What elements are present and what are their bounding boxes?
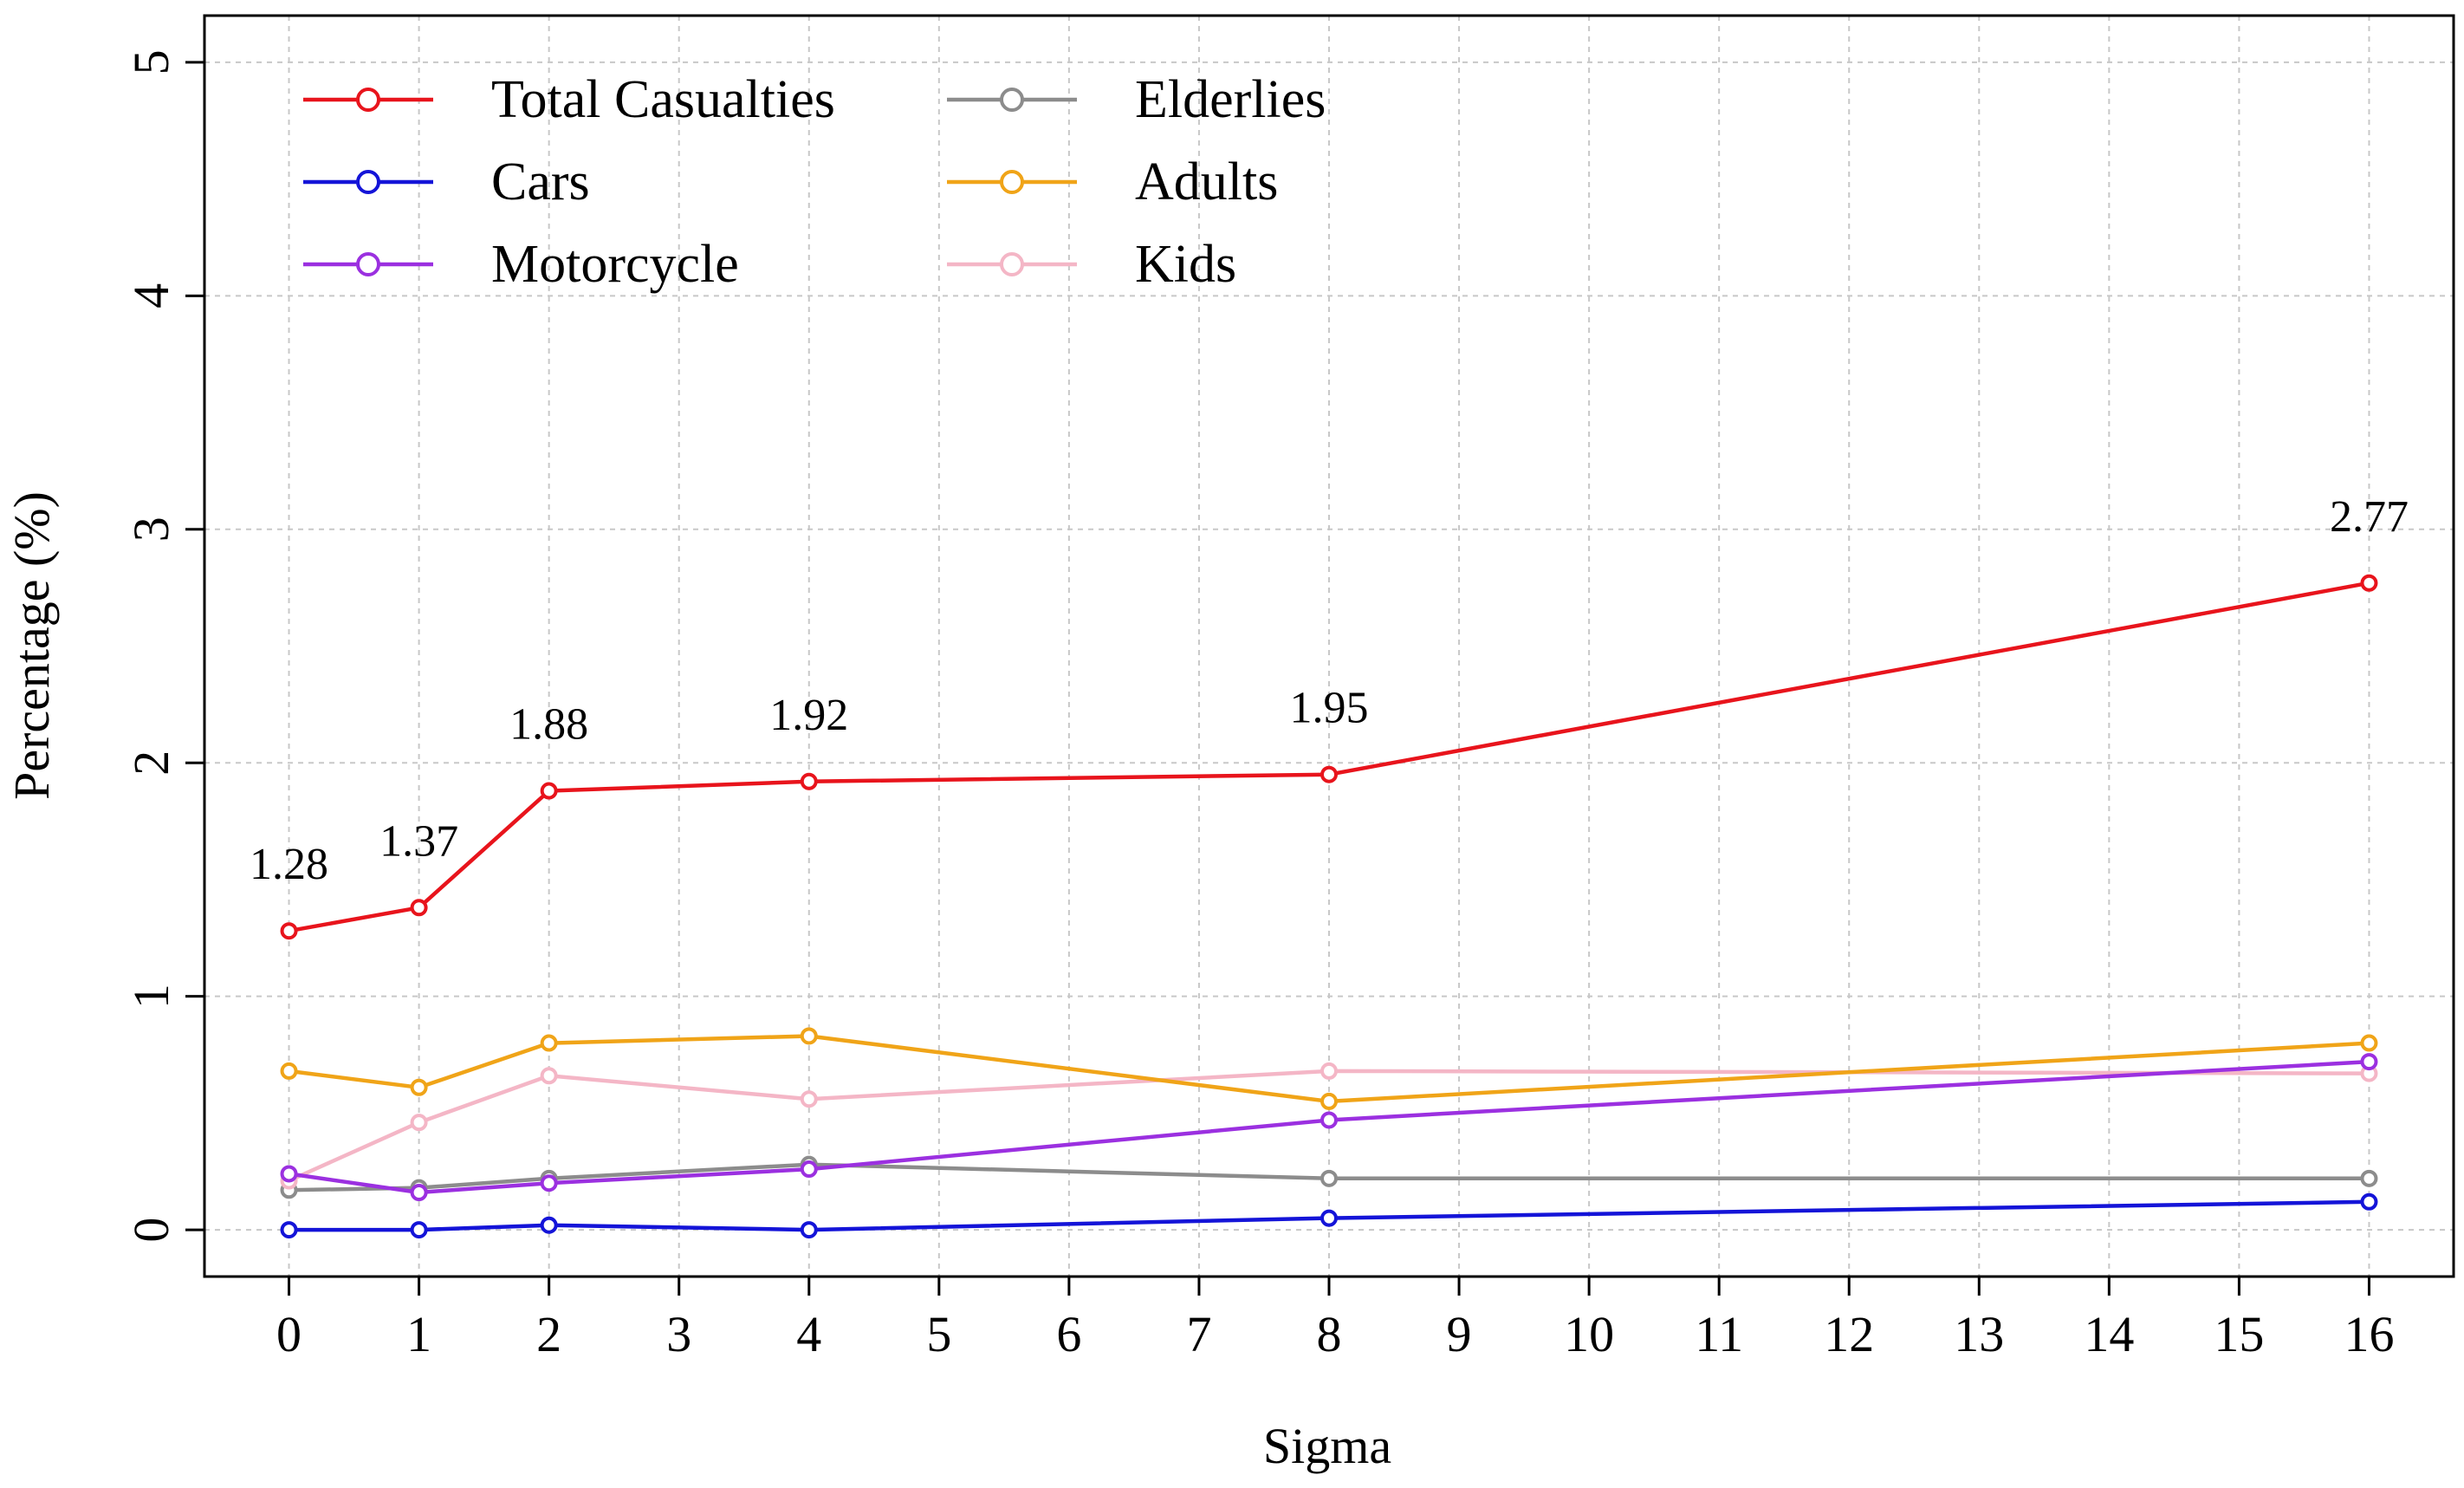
data-point-kids bbox=[800, 1090, 818, 1108]
data-point-kids bbox=[540, 1067, 558, 1085]
x-tick-label: 13 bbox=[1954, 1306, 2004, 1362]
data-point-cars bbox=[800, 1221, 818, 1239]
series-total-casualties bbox=[280, 574, 2378, 940]
data-point-motorcycle bbox=[280, 1165, 298, 1183]
x-tick-label: 0 bbox=[276, 1306, 302, 1362]
y-tick-label: 2 bbox=[123, 750, 179, 776]
x-tick-label: 6 bbox=[1056, 1306, 1081, 1362]
data-label: 1.92 bbox=[769, 691, 848, 740]
data-point-cars bbox=[1320, 1209, 1338, 1227]
series-line-kids bbox=[288, 1069, 2370, 1183]
legend-label: Total Casualties bbox=[491, 70, 835, 129]
x-tick-label: 14 bbox=[2084, 1306, 2134, 1362]
legend-item-elderlies: Elderlies bbox=[947, 70, 1326, 129]
data-point-motorcycle bbox=[1320, 1111, 1338, 1129]
x-tick-label: 7 bbox=[1186, 1306, 1211, 1362]
x-tick-label: 16 bbox=[2344, 1306, 2394, 1362]
y-tick-label: 4 bbox=[123, 283, 179, 309]
y-tick-label: 5 bbox=[123, 49, 179, 75]
legend: Total Casualties Cars Motorcycle Elderlies A… bbox=[303, 70, 1326, 294]
data-point-total-casualties bbox=[540, 782, 558, 800]
data-label: 1.28 bbox=[250, 840, 328, 889]
x-tick-label: 4 bbox=[796, 1306, 821, 1362]
data-point-motorcycle bbox=[800, 1160, 818, 1179]
x-tick-label: 3 bbox=[666, 1306, 691, 1362]
series-line-motorcycle bbox=[289, 1059, 2370, 1195]
y-tick-label: 1 bbox=[123, 984, 179, 1009]
data-label: 1.88 bbox=[509, 700, 588, 750]
series-motorcycle bbox=[280, 1053, 2378, 1201]
data-point-elderlies bbox=[1320, 1169, 1338, 1187]
legend-item-motorcycle: Motorcycle bbox=[303, 235, 739, 294]
legend-label: Adults bbox=[1135, 153, 1278, 211]
x-tick-label: 12 bbox=[1824, 1306, 1874, 1362]
series-line-adults bbox=[289, 1034, 2370, 1104]
data-point-motorcycle bbox=[2360, 1053, 2378, 1071]
data-label: 1.37 bbox=[379, 816, 458, 866]
data-point-cars bbox=[280, 1221, 298, 1239]
series-layer bbox=[280, 574, 2378, 1239]
y-axis-title: Percentage (%) bbox=[3, 491, 60, 800]
legend-item-cars: Cars bbox=[303, 153, 590, 211]
series-cars bbox=[280, 1192, 2378, 1239]
x-tick-label: 1 bbox=[406, 1306, 431, 1362]
data-point-cars bbox=[410, 1221, 428, 1239]
legend-swatch-marker bbox=[1000, 252, 1024, 276]
legend-label: Elderlies bbox=[1135, 70, 1326, 129]
legend-item-kids: Kids bbox=[947, 235, 1236, 294]
data-point-kids bbox=[410, 1114, 428, 1132]
data-point-adults bbox=[280, 1062, 298, 1080]
annotation-layer: 1.28 1.37 1.88 1.92 1.95 2.77 bbox=[250, 492, 2409, 889]
data-point-kids bbox=[1320, 1062, 1338, 1080]
x-tick-label: 5 bbox=[926, 1306, 951, 1362]
data-point-adults bbox=[540, 1034, 558, 1052]
data-point-total-casualties bbox=[280, 922, 298, 940]
data-label: 2.77 bbox=[2330, 492, 2409, 542]
y-axis: 0 1 2 3 4 5 bbox=[123, 49, 204, 1243]
data-point-total-casualties bbox=[410, 899, 428, 917]
data-point-cars bbox=[540, 1216, 558, 1234]
data-label: 1.95 bbox=[1290, 684, 1369, 733]
legend-swatch-marker bbox=[356, 170, 380, 194]
data-point-total-casualties bbox=[1320, 765, 1338, 783]
legend-item-adults: Adults bbox=[947, 153, 1278, 211]
data-point-cars bbox=[2360, 1192, 2378, 1211]
legend-label: Motorcycle bbox=[491, 235, 739, 294]
series-adults bbox=[280, 1027, 2378, 1110]
data-point-adults bbox=[1320, 1092, 1338, 1110]
data-point-adults bbox=[2360, 1034, 2378, 1052]
data-point-motorcycle bbox=[410, 1184, 428, 1201]
data-point-adults bbox=[800, 1027, 818, 1045]
x-tick-label: 10 bbox=[1564, 1306, 1614, 1362]
x-tick-label: 8 bbox=[1317, 1306, 1342, 1362]
legend-swatch-marker bbox=[1000, 170, 1024, 194]
data-point-motorcycle bbox=[540, 1174, 558, 1192]
x-tick-label: 9 bbox=[1447, 1306, 1472, 1362]
y-tick-label: 3 bbox=[123, 517, 179, 542]
x-axis-title: Sigma bbox=[1263, 1418, 1391, 1474]
data-point-adults bbox=[410, 1078, 428, 1096]
x-tick-label: 2 bbox=[536, 1306, 561, 1362]
data-point-total-casualties bbox=[800, 772, 818, 790]
x-axis: 0 1 2 3 4 5 6 7 8 9 10 11 12 13 14 15 16 bbox=[276, 1277, 2394, 1362]
y-tick-label: 0 bbox=[123, 1218, 179, 1243]
legend-swatch-marker bbox=[1000, 88, 1024, 112]
legend-swatch-marker bbox=[356, 252, 380, 276]
series-line-total-casualties bbox=[289, 581, 2370, 933]
x-tick-label: 11 bbox=[1695, 1306, 1743, 1362]
x-tick-label: 15 bbox=[2214, 1306, 2264, 1362]
data-point-elderlies bbox=[2360, 1169, 2378, 1187]
data-point-total-casualties bbox=[2360, 574, 2378, 592]
legend-label: Kids bbox=[1135, 235, 1236, 294]
legend-swatch-marker bbox=[356, 88, 380, 112]
series-line-cars bbox=[289, 1199, 2370, 1232]
legend-label: Cars bbox=[491, 153, 590, 211]
legend-item-total-casualties: Total Casualties bbox=[303, 70, 835, 129]
